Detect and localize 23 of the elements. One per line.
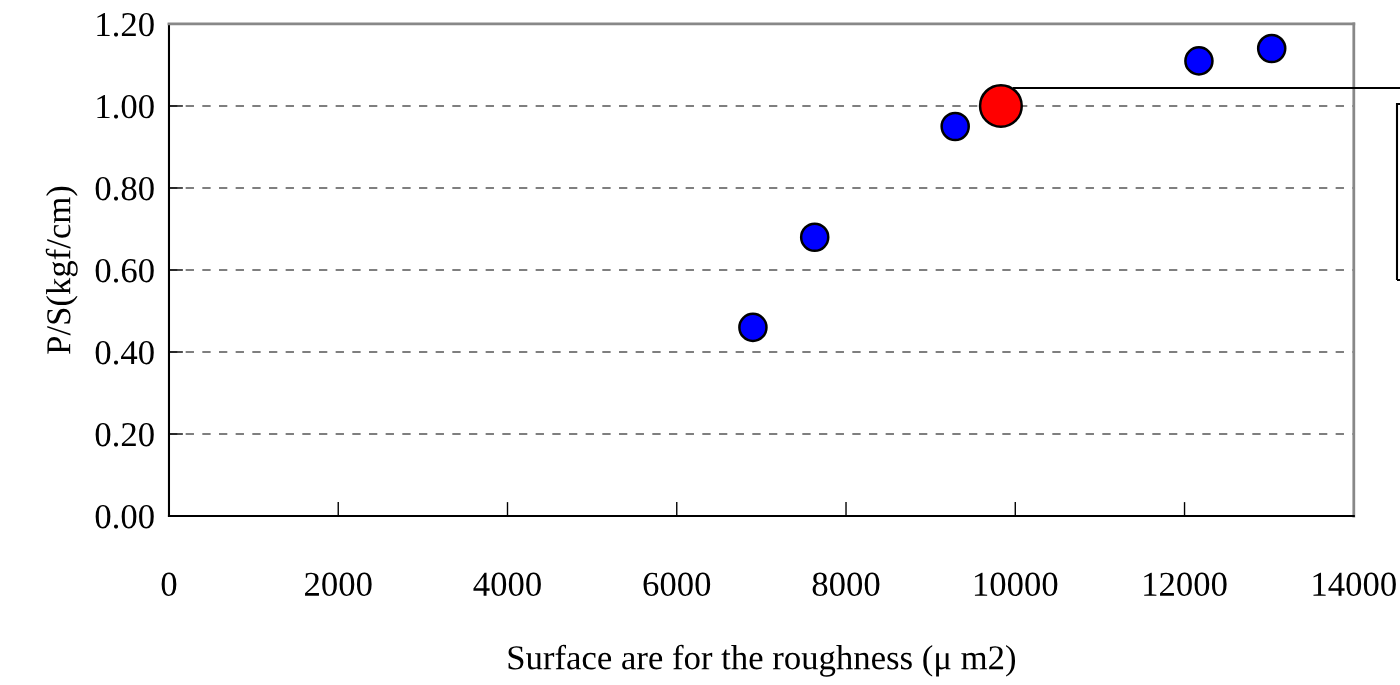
y-tick-label: 1.00 (97, 94, 154, 119)
x-tick-label: 14000 (1313, 572, 1396, 596)
x-tick-label: 12000 (1144, 572, 1227, 596)
x-tick-label: 8000 (812, 572, 880, 596)
x-tick-label: 4000 (473, 572, 541, 596)
y-tick-label: 0.40 (95, 340, 154, 365)
point (738, 312, 768, 343)
y-tick-label: 1.20 (97, 12, 154, 37)
point (1256, 33, 1287, 64)
y-tick-label: 0.00 (95, 504, 154, 529)
y-tick-label: 0.60 (95, 258, 154, 283)
x-tick-label: 0 (161, 572, 177, 596)
x-axis-title: Surface are for the roughness (μ m2) (508, 644, 1016, 677)
x-tick-label: 10000 (974, 572, 1058, 596)
x-tick-label: 2000 (305, 572, 372, 596)
point (940, 111, 970, 142)
y-axis-title: P/S(kgf/cm) (45, 186, 78, 354)
y-tick-label: 0.80 (95, 176, 154, 201)
x-tick-label: 6000 (643, 572, 711, 596)
y-tick-label: 0.20 (95, 422, 154, 447)
point (1184, 46, 1214, 76)
point (978, 83, 1023, 129)
point (799, 222, 830, 252)
